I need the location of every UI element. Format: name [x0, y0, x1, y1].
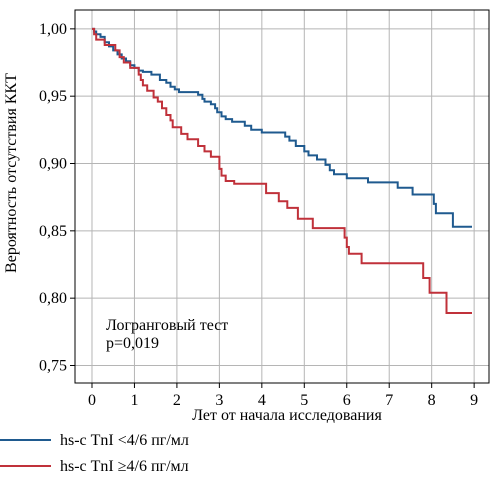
- grid: [75, 10, 489, 383]
- legend-label-series-1: hs-с TnI <4/6 пг/мл: [60, 432, 189, 449]
- y-tick-label: 1,00: [39, 21, 67, 38]
- legend-label-series-2: hs-с TnI ≥4/6 пг/мл: [60, 458, 189, 475]
- y-tick-label: 0,85: [39, 223, 67, 240]
- x-tick-label: 5: [300, 392, 308, 409]
- series-2-line: [92, 27, 472, 314]
- series-group: [92, 27, 472, 314]
- y-tick-label: 0,80: [39, 290, 67, 307]
- x-tick-label: 9: [470, 392, 478, 409]
- x-axis-label: Лет от начала исследования: [192, 407, 382, 424]
- x-tick-label: 0: [88, 392, 96, 409]
- x-tick-label: 4: [258, 392, 266, 409]
- x-axis: 0 1 2 3 4 5 6 7 8 9: [88, 383, 478, 409]
- y-tick-label: 0,90: [39, 156, 67, 173]
- annotation-test-name: Логранговый тест: [106, 317, 228, 334]
- x-tick-label: 7: [385, 392, 393, 409]
- legend: hs-с TnI <4/6 пг/мл hs-с TnI ≥4/6 пг/мл: [0, 432, 189, 475]
- x-tick-label: 1: [130, 392, 138, 409]
- y-tick-label: 0,75: [39, 357, 67, 374]
- annotation-p-value: p=0,019: [106, 335, 159, 352]
- plot-frame: [74, 9, 490, 384]
- x-tick-label: 6: [343, 392, 351, 409]
- y-tick-label: 0,95: [39, 88, 67, 105]
- y-axis-label: Вероятность отсутствия ККТ: [3, 73, 20, 273]
- x-tick-label: 2: [173, 392, 181, 409]
- y-axis: 0,75 0,80 0,85 0,90 0,95 1,00: [39, 21, 75, 374]
- x-tick-label: 8: [428, 392, 436, 409]
- x-tick-label: 3: [215, 392, 223, 409]
